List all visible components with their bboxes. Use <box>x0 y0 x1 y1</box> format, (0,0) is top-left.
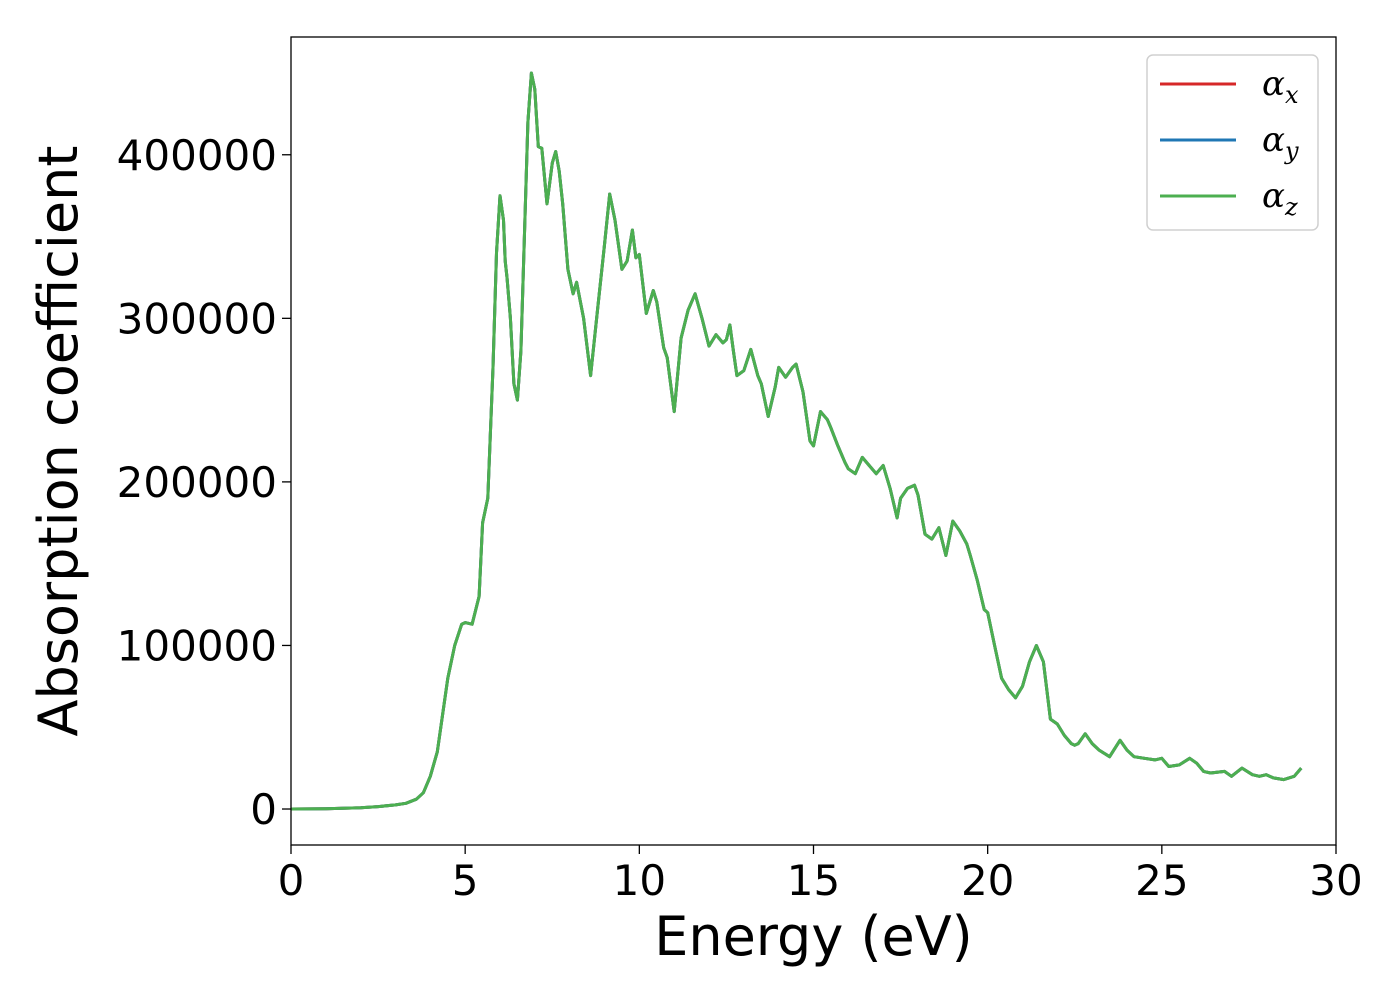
x-tick-label: 15 <box>787 856 840 905</box>
y-tick-label: 0 <box>250 785 277 834</box>
y-tick-label: 300000 <box>117 294 277 343</box>
y-axis-label: Absorption coefficient <box>27 146 90 737</box>
x-tick-label: 10 <box>613 856 666 905</box>
x-axis-label: Energy (eV) <box>654 905 973 968</box>
y-tick-label: 100000 <box>117 621 277 670</box>
axis-ticks: 0 5 10 15 20 25 30 0 100000 200000 300000 400000 <box>117 131 1363 905</box>
x-tick-label: 5 <box>452 856 479 905</box>
x-tick-label: 20 <box>961 856 1014 905</box>
x-tick-label: 0 <box>278 856 305 905</box>
x-tick-label: 30 <box>1309 856 1362 905</box>
legend-label-x: αx <box>1262 64 1299 109</box>
y-tick-label: 400000 <box>117 131 277 180</box>
series-line-z <box>291 71 1303 811</box>
legend-label-y: αy <box>1262 120 1299 165</box>
x-tick-label: 25 <box>1135 856 1188 905</box>
y-tick-label: 200000 <box>117 458 277 507</box>
legend-box <box>1146 54 1319 231</box>
series-lines <box>291 71 1303 811</box>
